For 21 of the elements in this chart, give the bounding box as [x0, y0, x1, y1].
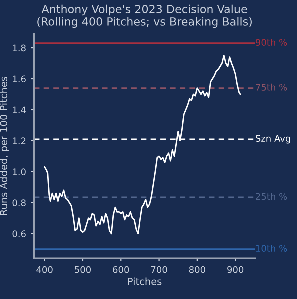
ref-line-label: 75th %	[256, 84, 288, 91]
y-tick-label: 1.6	[13, 76, 26, 83]
ref-line-label: 90th %	[256, 39, 288, 46]
ref-line-label: Szn Avg	[256, 135, 290, 144]
y-tick-label: 1.4	[13, 106, 26, 114]
y-tick-label: 1.8	[13, 44, 26, 52]
y-tick-label: 0.6	[12, 230, 26, 238]
y-tick-label: 1.0	[13, 168, 26, 176]
x-axis-title: Pitches	[128, 278, 162, 286]
chart-title: Anthony Volpe's 2023 Decision Value (Rolling 400 Pitches; vs Breaking Balls)	[38, 4, 252, 28]
x-tick-label: 600	[113, 266, 130, 274]
ref-line-label: 10th %	[256, 244, 288, 252]
x-tick-label: 500	[75, 266, 91, 274]
x-tick-label: 800	[189, 266, 206, 274]
y-axis-title: Runs Added, per 100 Pitches	[0, 77, 10, 216]
x-tick-label: 400	[36, 266, 53, 274]
y-tick-label: 1.2	[13, 138, 26, 144]
x-tick-label: 900	[228, 266, 244, 274]
y-tick-label: 0.8	[12, 200, 26, 206]
ref-line-label: 25th %	[256, 193, 288, 200]
x-tick-label: 700	[151, 266, 168, 274]
